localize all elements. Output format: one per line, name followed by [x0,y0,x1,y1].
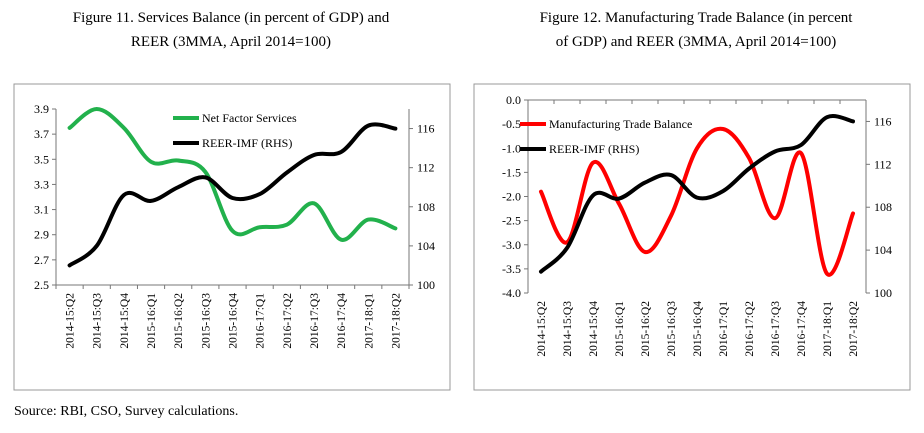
series-line-manufacturing-trade-balance [539,126,855,277]
right-tick-label: 112 [874,157,892,171]
x-category-label: 2015-16:Q1 [614,301,626,357]
source-note: Source: RBI, CSO, Survey calculations. [14,404,239,419]
x-category-label: 2016-17:Q4 [796,301,808,357]
right-tick-label: 104 [417,239,435,253]
x-category-label: 2017-18:Q2 [390,293,402,349]
x-category-label: 2017-18:Q1 [822,301,834,357]
figure-12-title-line2: of GDP) and REER (3MMA, April 2014=100) [555,34,837,50]
chart-1: 2.5 2.7 2.9 3.1 3.3 3.5 3.7 3.9 100 104 108 112 116 2… [13,83,451,391]
left-tick-label: -3.0 [502,238,521,252]
legend-label: Net Factor Services [202,111,297,125]
left-tick-label: 0.0 [506,93,521,107]
left-tick-label: 3.9 [34,102,49,116]
x-category-label: 2015-16:Q2 [173,293,185,349]
figure-11-title-line2: REER (3MMA, April 2014=100) [130,34,332,50]
figure-12-title-line1: Figure 12. Manufacturing Trade Balance (… [539,10,853,26]
series-line-reer-imf-rhs [67,122,398,268]
left-tick-label: -3.5 [502,262,521,276]
x-category-label: 2014-15:Q2 [536,301,548,357]
legend-label: REER-IMF (RHS) [549,142,639,156]
x-category-label: 2015-16:Q3 [666,301,678,357]
right-tick-label: 100 [874,286,892,300]
x-category-label: 2014-15:Q3 [92,293,104,349]
left-tick-label: -2.5 [502,214,521,228]
right-tick-label: 108 [874,200,892,214]
left-tick-label: -0.5 [502,117,521,131]
series-line-reer-imf-rhs [539,114,855,274]
x-category-label: 2016-17:Q1 [255,293,267,349]
x-category-label: 2015-16:Q4 [228,293,240,349]
x-category-label: 2015-16:Q4 [692,301,704,357]
x-category-label: 2015-16:Q3 [200,293,212,349]
chart-1-frame [13,83,451,391]
right-tick-label: 104 [874,243,892,257]
left-tick-label: 3.5 [34,152,49,166]
figure-11-title-line1: Figure 11. Services Balance (in percent … [72,10,390,26]
x-category-label: 2015-16:Q2 [640,301,652,357]
left-tick-label: 2.7 [34,253,49,267]
series-line-net-factor-services [67,107,398,242]
left-tick-label: -1.5 [502,165,521,179]
left-tick-label: 3.1 [34,203,49,217]
right-tick-label: 116 [417,122,435,136]
x-category-label: 2016-17:Q3 [309,293,321,349]
x-category-label: 2014-15:Q3 [562,301,574,357]
x-category-label: 2017-18:Q2 [848,301,860,357]
figure-11-title: Figure 11. Services Balance (in percent … [0,6,462,54]
x-category-label: 2016-17:Q2 [282,293,294,349]
x-category-label: 2016-17:Q1 [718,301,730,357]
legend-label: REER-IMF (RHS) [202,136,292,150]
x-category-label: 2017-18:Q1 [363,293,375,349]
left-tick-label: -1.0 [502,141,521,155]
x-category-label: 2016-17:Q4 [336,293,348,349]
right-tick-label: 100 [417,278,435,292]
left-tick-label: 3.7 [34,127,49,141]
x-category-label: 2016-17:Q3 [770,301,782,357]
x-category-label: 2016-17:Q2 [744,301,756,357]
left-tick-label: -4.0 [502,286,521,300]
legend-label: Manufacturing Trade Balance [549,117,692,131]
left-tick-label: -2.0 [502,190,521,204]
chart-2: -4.0 -3.5 -3.0 -2.5 -2.0 -1.5 -1.0 -0.5 0.0 100 10… [473,83,911,391]
x-category-label: 2014-15:Q4 [588,301,600,357]
right-tick-label: 108 [417,200,435,214]
x-category-label: 2015-16:Q1 [146,293,158,349]
left-tick-label: 2.5 [34,278,49,292]
chart-2-frame [473,83,911,391]
x-category-label: 2014-15:Q4 [119,293,131,349]
right-tick-label: 112 [417,161,435,175]
left-tick-label: 3.3 [34,177,49,191]
left-tick-label: 2.9 [34,228,49,242]
x-category-label: 2014-15:Q2 [65,293,77,349]
right-tick-label: 116 [874,114,892,128]
figure-12-title: Figure 12. Manufacturing Trade Balance (… [468,6,924,54]
